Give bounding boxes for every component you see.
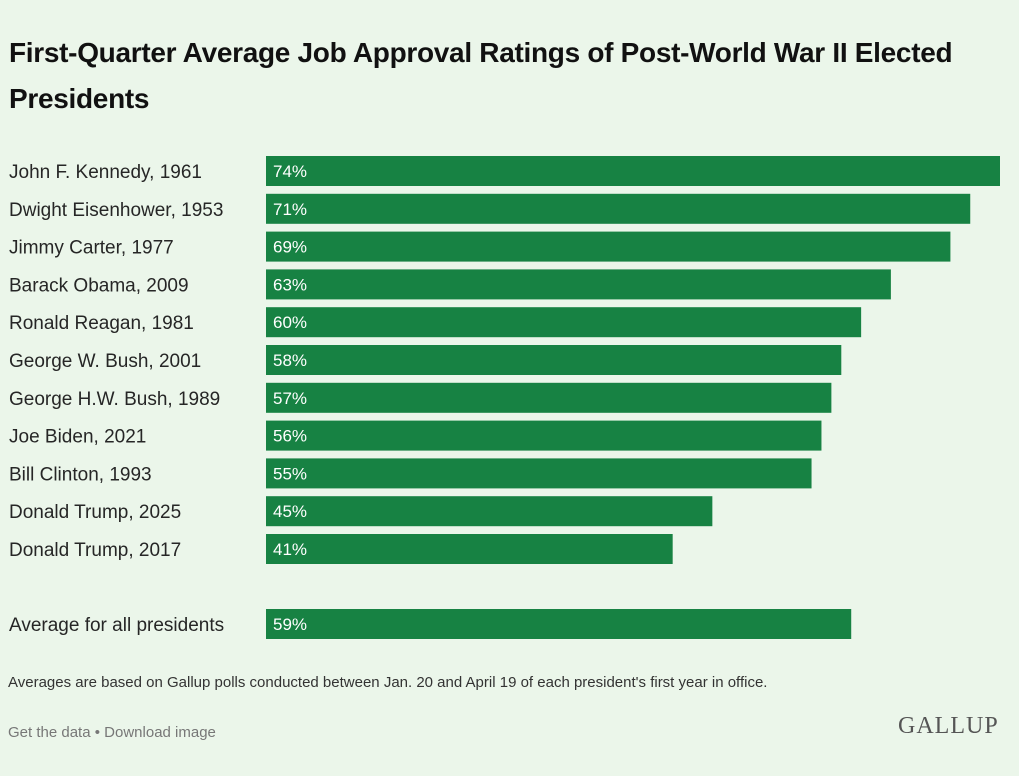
bar-11-value-label: 41% xyxy=(273,540,307,559)
bar-4-bar xyxy=(266,269,891,300)
bar-2-value-label: 71% xyxy=(273,200,307,219)
bar-7-value-label: 57% xyxy=(273,389,307,408)
bar-9-bar xyxy=(266,458,812,489)
average-label: Average for all presidents xyxy=(9,615,224,636)
bar-11-bar xyxy=(266,534,673,564)
footnote: Averages are based on Gallup polls condu… xyxy=(8,674,768,691)
bar-4-value-label: 63% xyxy=(273,275,307,294)
bar-7-row: George H.W. Bush, 1989 57% xyxy=(9,382,832,413)
bar-9-value-label: 55% xyxy=(273,464,307,483)
bar-4-label: Barack Obama, 2009 xyxy=(9,275,189,296)
bar-10-bar xyxy=(266,496,713,527)
bar-2-row: Dwight Eisenhower, 1953 71% xyxy=(9,193,971,224)
chart-title: First-Quarter Average Job Approval Ratin… xyxy=(9,37,953,114)
bar-2-label: Dwight Eisenhower, 1953 xyxy=(9,200,223,221)
bar-4-row: Barack Obama, 2009 63% xyxy=(9,269,891,300)
bar-8-row: Joe Biden, 2021 56% xyxy=(9,420,822,451)
bar-9-label: Bill Clinton, 1993 xyxy=(9,464,152,485)
bar-5-bar xyxy=(266,307,862,338)
bar-2-bar xyxy=(266,193,971,224)
bar-6-value-label: 58% xyxy=(273,351,307,370)
average-bar xyxy=(266,609,852,639)
bar-1-row: John F. Kennedy, 1961 74% xyxy=(9,156,1000,186)
bar-11-label: Donald Trump, 2017 xyxy=(9,540,181,561)
bar-11-row: Donald Trump, 2017 41% xyxy=(9,534,673,564)
bar-3-row: Jimmy Carter, 1977 69% xyxy=(9,231,951,262)
footer-links: Get the data • Download image xyxy=(8,724,216,741)
bar-8-label: Joe Biden, 2021 xyxy=(9,427,146,448)
bar-1-value-label: 74% xyxy=(273,162,307,181)
bar-6-label: George W. Bush, 2001 xyxy=(9,351,201,372)
bar-3-value-label: 69% xyxy=(273,238,307,257)
link-separator: • xyxy=(94,724,100,741)
bar-3-label: Jimmy Carter, 1977 xyxy=(9,238,174,259)
bar-3-bar xyxy=(266,231,951,262)
gallup-logo: GALLUP xyxy=(898,713,999,739)
bar-7-label: George H.W. Bush, 1989 xyxy=(9,389,220,410)
download-image-link[interactable]: Download image xyxy=(104,724,216,741)
bar-6-bar xyxy=(266,345,842,375)
bar-5-label: Ronald Reagan, 1981 xyxy=(9,313,194,334)
average-row: Average for all presidents 59% xyxy=(9,609,852,639)
bar-1-label: John F. Kennedy, 1961 xyxy=(9,162,202,183)
bar-1-bar xyxy=(266,156,1000,186)
bar-5-row: Ronald Reagan, 1981 60% xyxy=(9,307,862,338)
bar-5-value-label: 60% xyxy=(273,313,307,332)
bar-9-row: Bill Clinton, 1993 55% xyxy=(9,458,812,489)
bar-6-row: George W. Bush, 2001 58% xyxy=(9,345,842,375)
bar-8-bar xyxy=(266,420,822,451)
get-data-link[interactable]: Get the data xyxy=(8,724,91,741)
bar-10-value-label: 45% xyxy=(273,502,307,521)
bar-10-row: Donald Trump, 2025 45% xyxy=(9,496,713,527)
average-value-label: 59% xyxy=(273,615,307,634)
bar-10-label: Donald Trump, 2025 xyxy=(9,502,181,523)
bar-8-value-label: 56% xyxy=(273,427,307,446)
bar-7-bar xyxy=(266,382,832,413)
bar-chart: John F. Kennedy, 1961 74% Dwight Eisenhowe… xyxy=(9,156,1000,639)
